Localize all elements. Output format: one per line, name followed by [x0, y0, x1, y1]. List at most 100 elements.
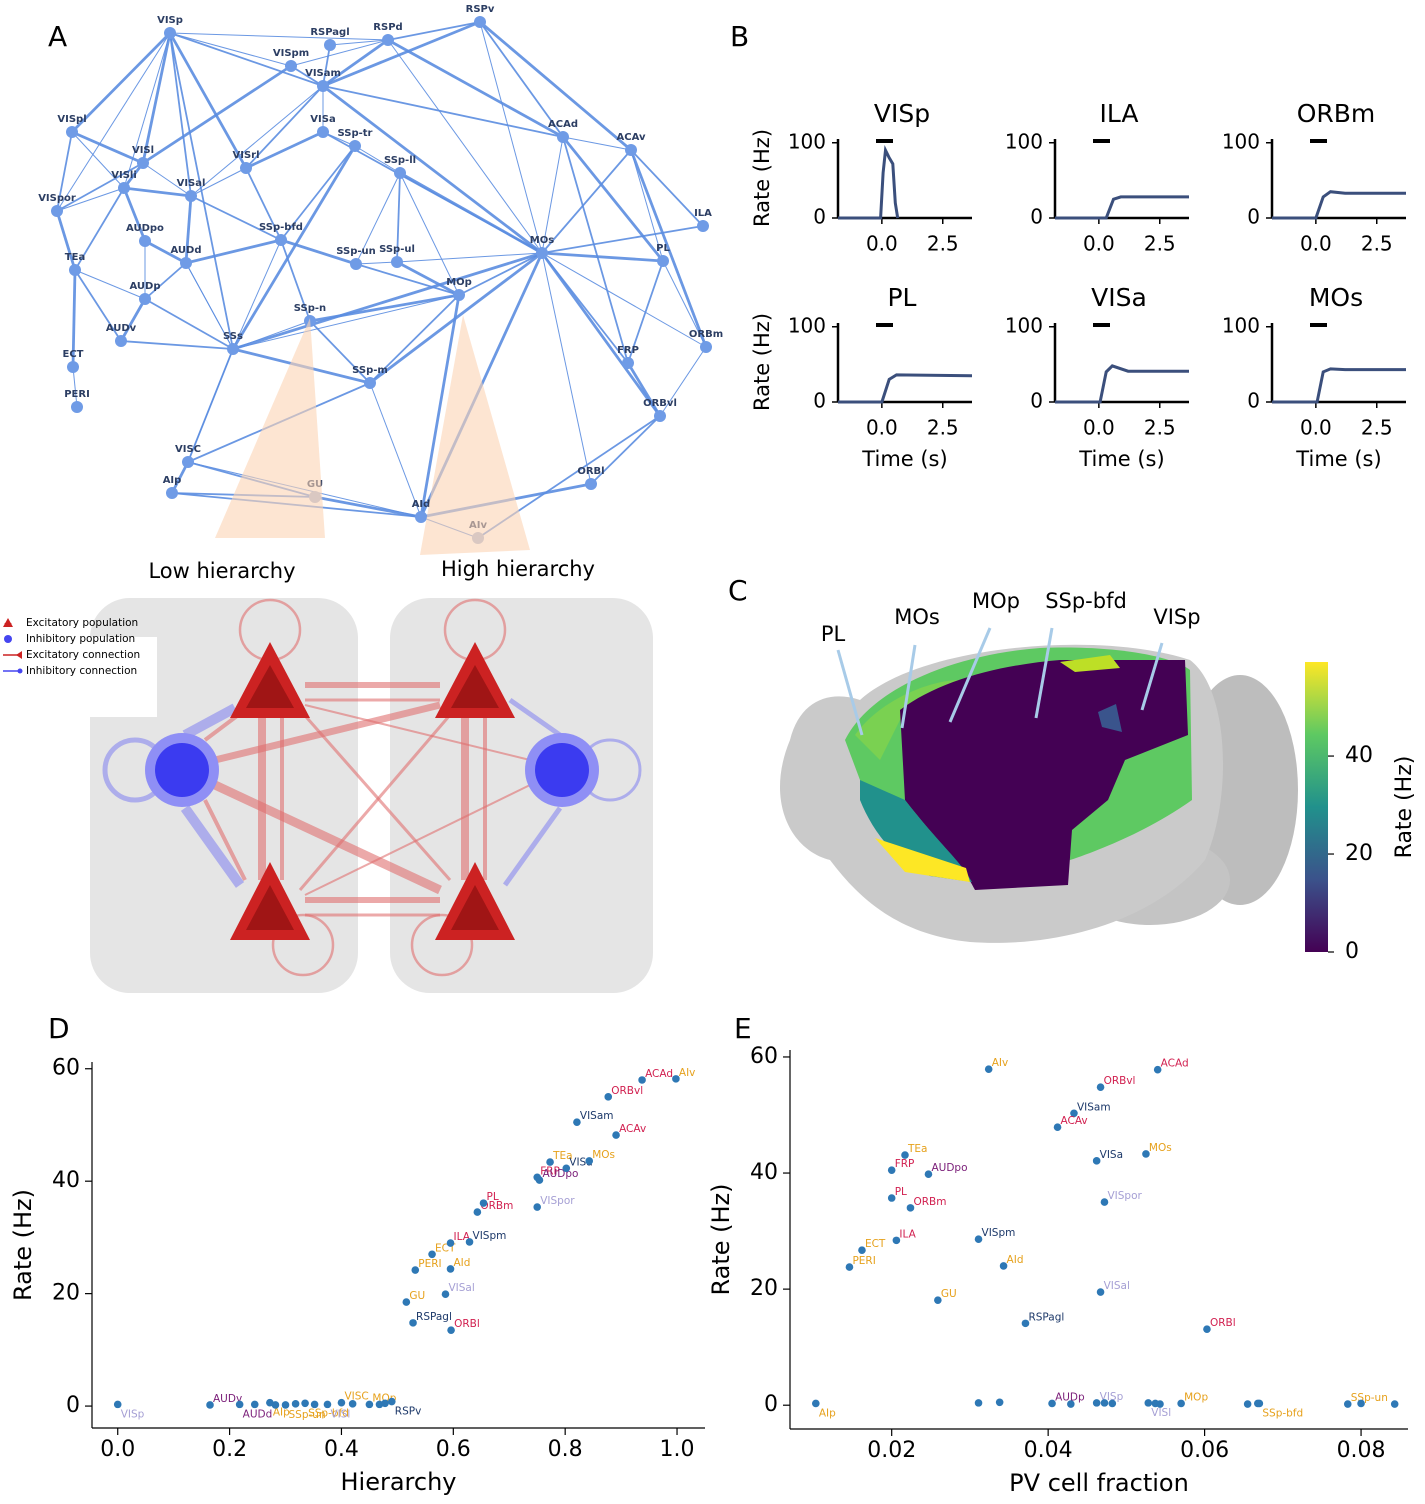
- node: [557, 131, 569, 143]
- point: [291, 1400, 300, 1408]
- x-tick-label: 0.0: [1083, 232, 1115, 256]
- point: [638, 1076, 646, 1084]
- hierarchy-cone: [215, 318, 325, 538]
- point: [1390, 1400, 1399, 1408]
- edge: [630, 149, 704, 227]
- point: [323, 1400, 332, 1409]
- node: [285, 60, 297, 72]
- point-label: ILA: [899, 1228, 916, 1240]
- point-label: TEa: [907, 1143, 927, 1155]
- edge: [627, 260, 664, 364]
- point: [999, 1262, 1008, 1270]
- node-label: RSPv: [466, 4, 495, 15]
- point: [337, 1398, 346, 1407]
- edge: [387, 38, 564, 139]
- edge: [56, 162, 144, 212]
- chart-title: VISa: [1091, 283, 1147, 312]
- node: [585, 478, 597, 490]
- x-tick-label: 2.5: [927, 416, 959, 440]
- node-label: VISC: [175, 444, 201, 455]
- edge: [232, 251, 543, 351]
- edge: [479, 21, 543, 254]
- node: [317, 126, 329, 138]
- chart-title: ILA: [1100, 99, 1139, 128]
- edge: [419, 294, 461, 518]
- point: [402, 1298, 411, 1306]
- node-label: SSs: [223, 331, 243, 342]
- y-tick-label: 0: [1247, 205, 1260, 229]
- edge: [74, 187, 125, 271]
- x-axis-label: PV cell fraction: [1009, 1469, 1189, 1497]
- edge: [329, 39, 389, 46]
- annotation: High hierarchy: [441, 557, 595, 581]
- node: [139, 235, 151, 247]
- point: [113, 1400, 122, 1409]
- node: [69, 264, 81, 276]
- node: [51, 205, 63, 217]
- point: [409, 1319, 417, 1327]
- point-label: VISa: [1100, 1149, 1123, 1161]
- x-tick-label: 1.0: [660, 1437, 695, 1462]
- point: [473, 1208, 482, 1216]
- edge: [123, 186, 192, 198]
- edge: [354, 145, 401, 174]
- point: [845, 1263, 854, 1271]
- point: [1100, 1198, 1109, 1206]
- point: [365, 1400, 374, 1409]
- legend-label: Excitatory population: [26, 617, 138, 629]
- point-label: AIp: [273, 1407, 290, 1419]
- edge: [245, 85, 324, 169]
- edge: [562, 136, 632, 151]
- point: [887, 1194, 896, 1202]
- x-tick-label: 0.06: [1180, 1438, 1229, 1463]
- point-label: VISpor: [540, 1195, 575, 1207]
- line: [1272, 367, 1406, 404]
- x-tick-label: 0.02: [867, 1438, 916, 1463]
- edge: [245, 167, 282, 241]
- node-label: VISpl: [57, 114, 86, 125]
- point-label: ORBm: [480, 1200, 513, 1212]
- edge: [55, 210, 77, 271]
- y-tick-label: 40: [52, 1168, 80, 1193]
- point-label: AUDpo: [542, 1168, 578, 1180]
- edge: [190, 195, 282, 241]
- edge: [399, 172, 460, 296]
- edge: [396, 252, 543, 263]
- point-label: VISam: [580, 1110, 614, 1122]
- point: [612, 1131, 620, 1139]
- panel-label: E: [734, 1012, 752, 1045]
- edge: [190, 167, 247, 197]
- node-label: SSp-m: [352, 365, 388, 376]
- point-label: PL: [487, 1191, 499, 1203]
- node-label: VISpm: [273, 48, 309, 59]
- point: [1092, 1399, 1101, 1407]
- point: [562, 1164, 571, 1173]
- node-label: SSp-bfd: [259, 222, 303, 233]
- edge: [56, 32, 171, 212]
- point: [271, 1401, 280, 1409]
- point: [250, 1400, 259, 1409]
- point: [1144, 1399, 1153, 1407]
- edge: [355, 261, 398, 265]
- point: [411, 1266, 420, 1274]
- line: [1055, 364, 1189, 404]
- node: [382, 34, 394, 46]
- region-label: MOp: [972, 589, 1020, 613]
- edge: [561, 136, 665, 262]
- node-label: ILA: [694, 208, 712, 219]
- edge: [141, 32, 172, 164]
- x-tick-label: 0.2: [212, 1437, 247, 1462]
- point: [281, 1401, 290, 1409]
- brain: [779, 627, 1328, 952]
- point: [1096, 1288, 1105, 1296]
- edge: [56, 131, 73, 212]
- edge: [355, 263, 460, 296]
- x-tick-label: 0.0: [1300, 232, 1332, 256]
- panel-label: C: [728, 574, 748, 607]
- region-label: MOs: [894, 605, 940, 629]
- point-label: PL: [895, 1186, 907, 1198]
- edge: [396, 172, 401, 263]
- point: [974, 1399, 983, 1407]
- node: [657, 255, 669, 267]
